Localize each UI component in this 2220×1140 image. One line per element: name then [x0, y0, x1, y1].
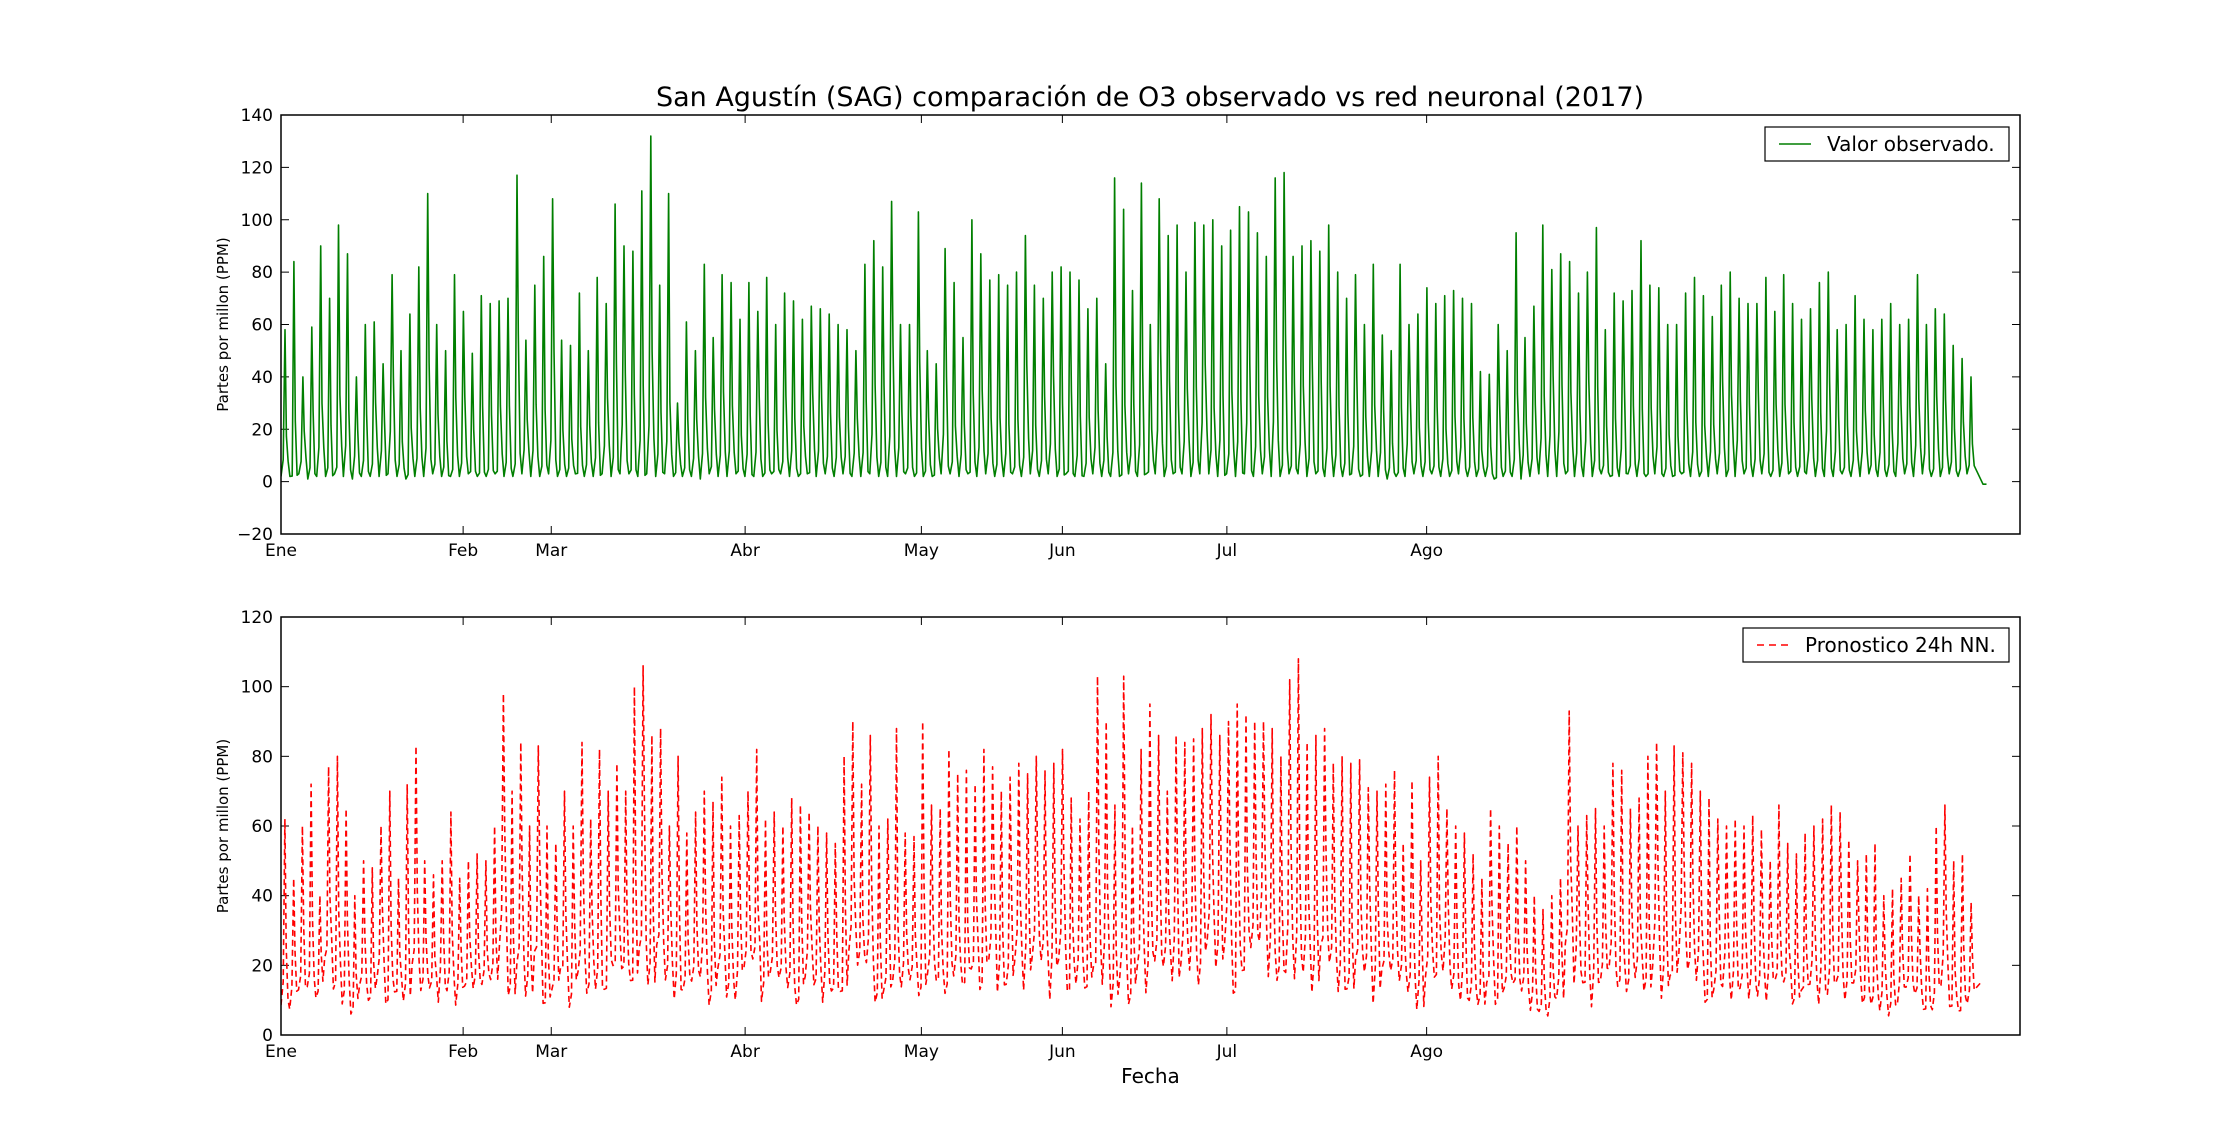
y-tick-label: 60 — [251, 817, 273, 837]
y-tick-label: −20 — [237, 525, 273, 545]
chart-title: San Agustín (SAG) comparación de O3 obse… — [656, 82, 1644, 113]
y-tick-label: 20 — [251, 956, 273, 976]
x-tick-label: Abr — [730, 541, 759, 561]
x-tick-label: Mar — [535, 541, 567, 561]
forecast-x-axis-label: Fecha — [1121, 1064, 1180, 1088]
y-tick-label: 20 — [251, 420, 273, 440]
y-tick-label: 120 — [241, 608, 273, 628]
x-tick-label: May — [904, 1042, 939, 1062]
observed-legend: Valor observado. — [1764, 126, 2010, 162]
forecast-legend-label: Pronostico 24h NN. — [1805, 633, 1996, 657]
x-tick-label: Feb — [448, 1042, 478, 1062]
x-tick-label: Ago — [1410, 1042, 1443, 1062]
observed-axes-frame — [280, 114, 2021, 535]
series-line-1 — [281, 658, 1982, 1017]
x-tick-label: Ene — [265, 1042, 297, 1062]
x-tick-label: Ago — [1410, 541, 1443, 561]
x-tick-label: Feb — [448, 541, 478, 561]
x-tick-label: Abr — [730, 1042, 759, 1062]
observed-subplot: −20 0 20 40 60 80 100 120 140 Ene Feb Mar Abr May Jun J… — [214, 106, 2021, 561]
y-tick-label: 80 — [251, 747, 273, 767]
series-line-1 — [281, 135, 1987, 485]
x-tick-label: Ene — [265, 541, 297, 561]
x-tick-label: Mar — [535, 1042, 567, 1062]
x-tick-label: Jul — [1216, 541, 1238, 561]
forecast-axes-frame — [280, 616, 2021, 1036]
observed-y-axis-label: Partes por millon (PPM) — [214, 237, 232, 411]
y-tick-label: 100 — [241, 211, 273, 231]
x-tick-label: Jun — [1048, 1042, 1076, 1062]
x-tick-label: May — [904, 541, 939, 561]
y-tick-label: 120 — [241, 158, 273, 178]
y-tick-label: 80 — [251, 263, 273, 283]
x-tick-label: Jun — [1048, 541, 1076, 561]
forecast-legend: Pronostico 24h NN. — [1742, 627, 2010, 663]
y-tick-label: 140 — [241, 106, 273, 126]
y-tick-label: 40 — [251, 368, 273, 388]
forecast-y-axis-label: Partes por millon (PPM) — [214, 739, 232, 913]
y-tick-label: 40 — [251, 887, 273, 907]
y-tick-label: 0 — [262, 1026, 273, 1046]
observed-legend-label: Valor observado. — [1827, 132, 1995, 156]
y-tick-label: 60 — [251, 316, 273, 336]
x-tick-label: Jul — [1216, 1042, 1238, 1062]
y-tick-label: 0 — [262, 473, 273, 493]
y-tick-label: 100 — [241, 678, 273, 698]
